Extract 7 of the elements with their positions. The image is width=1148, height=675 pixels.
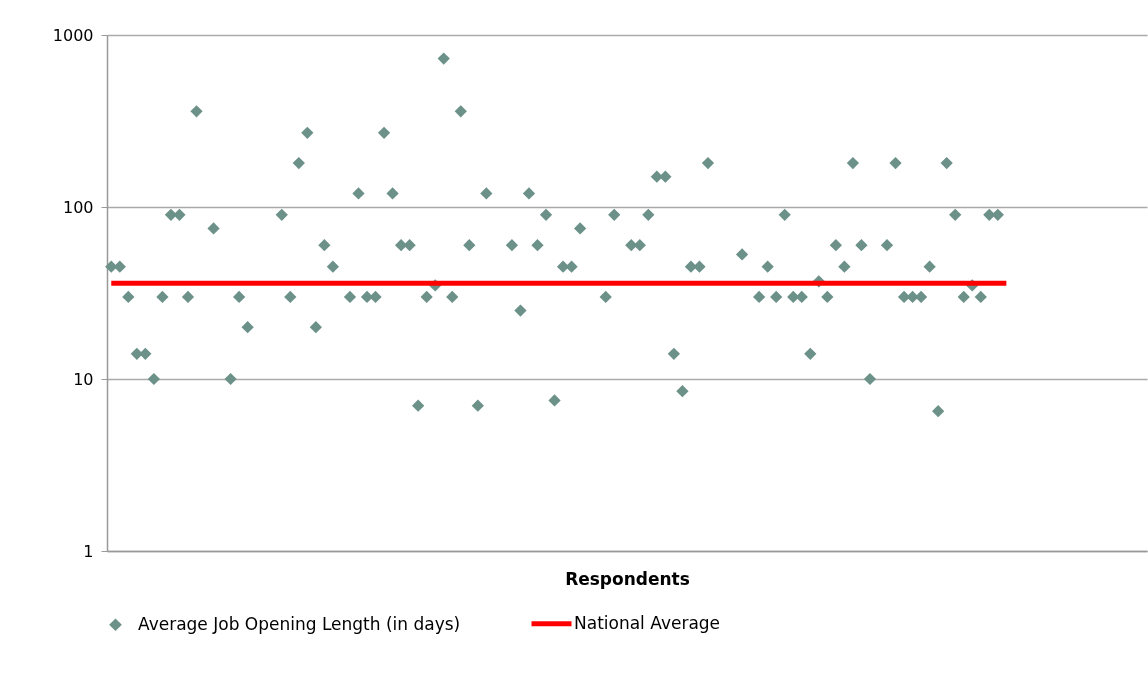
y-tick-label: 100 <box>62 197 94 217</box>
y-tick-label: 1 <box>83 541 94 561</box>
y-tick-label: 1000 <box>52 25 94 45</box>
legend-label: National Average <box>574 612 721 633</box>
x-axis-title: Respondents <box>565 568 690 589</box>
legend-label: Average Job Opening Length (in days) <box>138 613 461 634</box>
y-tick-label: 10 <box>73 369 94 389</box>
